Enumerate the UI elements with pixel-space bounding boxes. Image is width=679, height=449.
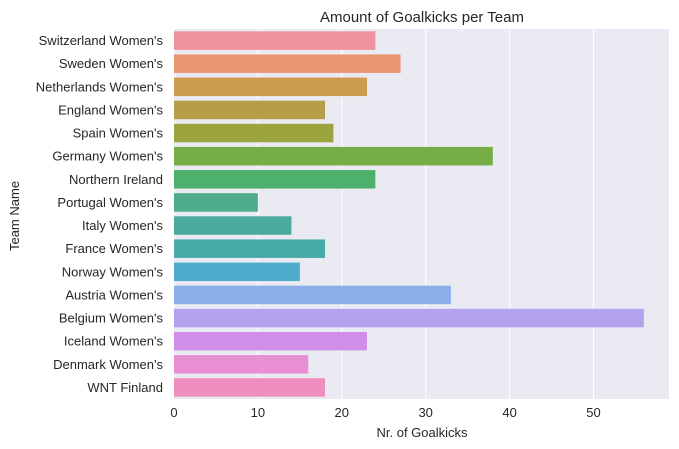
bar	[174, 170, 376, 189]
y-tick-label: France Women's	[65, 241, 163, 256]
bar	[174, 378, 326, 397]
bar	[174, 285, 451, 305]
bar	[174, 54, 401, 73]
bar	[174, 262, 300, 282]
bar	[174, 123, 334, 143]
y-tick-label: Spain Women's	[73, 126, 164, 141]
bar	[174, 216, 292, 235]
bar	[174, 146, 493, 166]
y-tick-label: Northern Ireland	[69, 172, 163, 187]
x-axis-label: Nr. of Goalkicks	[376, 425, 468, 440]
x-tick-label: 0	[170, 405, 177, 420]
x-tick-label: 10	[251, 405, 265, 420]
y-tick-label: Austria Women's	[65, 287, 163, 302]
bar	[174, 100, 326, 120]
bar	[174, 31, 376, 50]
y-tick-label: Sweden Women's	[59, 56, 164, 71]
x-tick-label: 30	[418, 405, 432, 420]
y-tick-label: England Women's	[58, 102, 163, 117]
chart-title: Amount of Goalkicks per Team	[320, 9, 524, 26]
y-tick-label: WNT Finland	[87, 380, 163, 395]
bar	[174, 308, 644, 328]
x-tick-label: 20	[335, 405, 349, 420]
y-tick-label: Italy Women's	[82, 218, 163, 233]
y-tick-label: Portugal Women's	[57, 195, 163, 210]
y-tick-label: Netherlands Women's	[36, 79, 164, 94]
y-tick-label: Iceland Women's	[64, 334, 164, 349]
bars-group	[174, 31, 644, 397]
y-tick-label: Switzerland Women's	[39, 33, 164, 48]
bar	[174, 355, 309, 374]
bar	[174, 77, 367, 97]
bar	[174, 193, 258, 212]
bar	[174, 331, 367, 351]
y-tick-labels: Switzerland Women's Sweden Women's Netherl…	[36, 33, 164, 395]
x-tick-label: 40	[502, 405, 516, 420]
x-tick-label: 50	[586, 405, 600, 420]
y-tick-label: Denmark Women's	[53, 357, 163, 372]
x-tick-labels: 0 10 20 30 40 50	[170, 405, 600, 420]
y-tick-label: Germany Women's	[52, 149, 163, 164]
bar	[174, 239, 326, 258]
y-axis-label: Team Name	[7, 181, 22, 251]
y-tick-label: Belgium Women's	[59, 311, 164, 326]
y-tick-label: Norway Women's	[62, 264, 164, 279]
